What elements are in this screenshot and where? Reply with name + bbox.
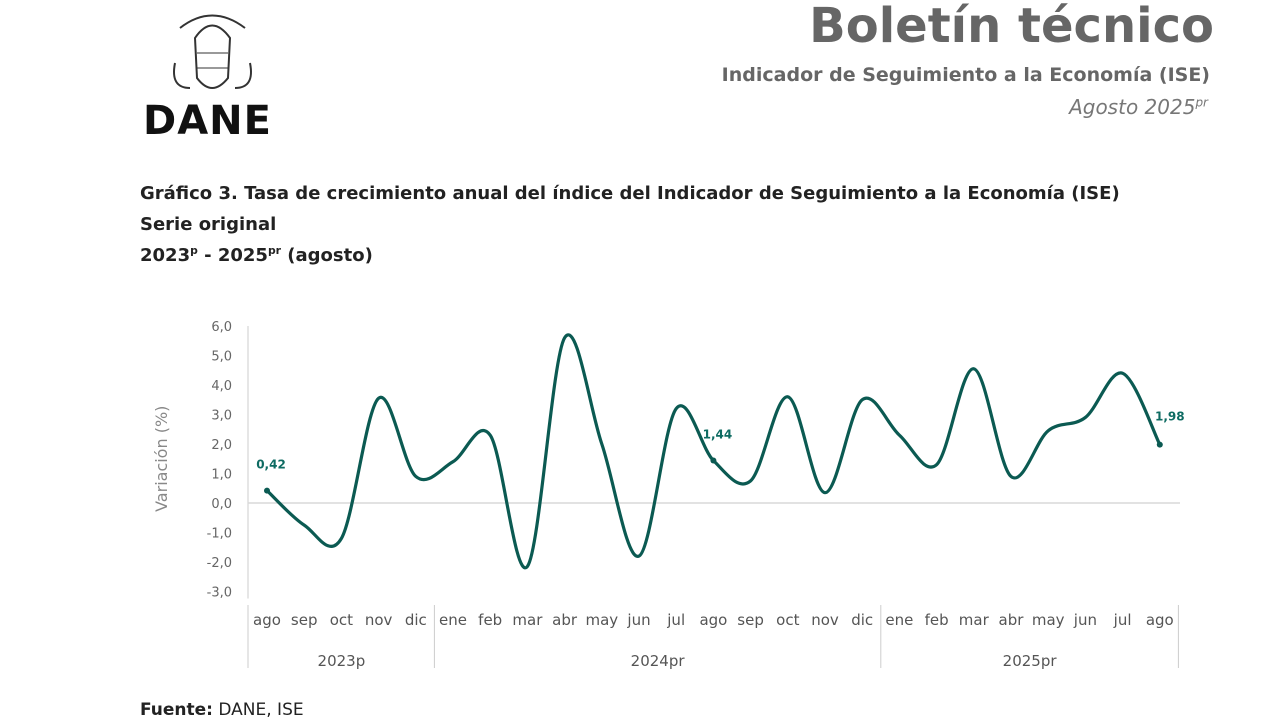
x-tick-label: may	[585, 611, 618, 629]
x-tick-label: mar	[512, 611, 543, 629]
date-sup: pr	[1195, 95, 1208, 110]
data-point	[710, 457, 717, 464]
chart-title: Gráfico 3. Tasa de crecimiento anual del…	[140, 183, 1120, 204]
colombia-coat-of-arms-logo	[173, 14, 252, 89]
dane-logo-text: DANE	[143, 98, 272, 144]
x-tick-label: oct	[330, 611, 353, 629]
x-tick-label: sep	[737, 611, 764, 629]
x-tick-label: ago	[253, 611, 281, 629]
chart-period: 2023p - 2025pr (agosto)	[140, 244, 373, 266]
period-start-sup: p	[190, 244, 198, 257]
period-note: (agosto)	[281, 245, 373, 266]
x-group-label: 2025pr	[1003, 652, 1058, 670]
y-tick-label: 6,0	[211, 320, 232, 335]
y-axis-label: Variación (%)	[152, 406, 171, 512]
x-group-label: 2023p	[318, 652, 366, 670]
data-point	[1156, 441, 1163, 448]
source-label: Fuente:	[140, 700, 213, 720]
x-tick-label: nov	[365, 611, 393, 629]
data-label: 1,44	[703, 428, 733, 442]
x-tick-label: ago	[1146, 611, 1174, 629]
y-tick-label: 3,0	[211, 409, 232, 424]
x-tick-label: sep	[291, 611, 318, 629]
x-tick-label: ene	[885, 611, 913, 629]
x-tick-label: oct	[776, 611, 799, 629]
data-point	[264, 487, 270, 494]
x-tick-label: mar	[959, 611, 990, 629]
data-label: 1,98	[1155, 410, 1185, 424]
x-tick-label: jun	[1073, 611, 1097, 629]
period-end: - 2025	[197, 245, 268, 266]
bulletin-title: Boletín técnico	[809, 0, 1214, 54]
bulletin-subtitle: Indicador de Seguimiento a la Economía (…	[721, 64, 1210, 86]
y-tick-label: 4,0	[211, 379, 232, 394]
x-tick-label: dic	[851, 611, 873, 629]
y-tick-label: 5,0	[211, 350, 232, 365]
x-tick-label: ago	[699, 611, 727, 629]
y-tick-label: 2,0	[211, 438, 232, 453]
x-tick-label: nov	[811, 611, 839, 629]
date-text: Agosto 2025	[1069, 95, 1196, 119]
y-tick-label: 0,0	[211, 497, 232, 512]
series-line	[265, 333, 1162, 570]
x-tick-label: dic	[405, 611, 427, 629]
x-tick-label: abr	[552, 611, 578, 629]
period-start: 2023	[140, 245, 191, 266]
data-label: 0,42	[256, 458, 286, 472]
x-tick-label: jun	[626, 611, 650, 629]
x-tick-label: may	[1032, 611, 1065, 629]
chart-subtitle: Serie original	[140, 214, 277, 235]
line-chart: 6,0 5,0 4,0 3,0 2,0 1,0 0,0 -1,0 -2,0 -3,0 Variaci…	[152, 320, 1185, 670]
x-tick-label: feb	[925, 611, 949, 629]
y-tick-label: -1,0	[207, 527, 232, 542]
period-end-sup: pr	[267, 244, 282, 257]
y-tick-label: -3,0	[207, 586, 232, 601]
y-tick-label: 1,0	[211, 468, 232, 483]
x-tick-label: feb	[478, 611, 502, 629]
x-tick-label: abr	[999, 611, 1025, 629]
y-tick-label: -2,0	[207, 556, 232, 571]
source-text: DANE, ISE	[212, 700, 304, 720]
bulletin-date: Agosto 2025pr	[1069, 95, 1208, 119]
x-group-label: 2024pr	[631, 652, 686, 670]
source-note: Fuente: DANE, ISE	[140, 700, 304, 720]
x-tick-label: ene	[439, 611, 467, 629]
x-tick-label: jul	[666, 611, 685, 629]
x-tick-label: jul	[1113, 611, 1132, 629]
